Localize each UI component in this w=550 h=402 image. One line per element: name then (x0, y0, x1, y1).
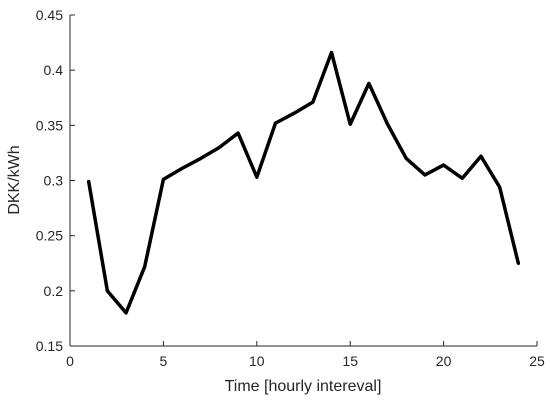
x-tick-label: 10 (249, 353, 265, 369)
x-tick-label: 20 (436, 353, 452, 369)
y-tick-label: 0.45 (36, 7, 63, 23)
axes-frame (69, 15, 537, 347)
x-tick-label: 25 (529, 353, 545, 369)
series-group (86, 50, 521, 315)
x-tick-label: 15 (342, 353, 358, 369)
y-tick-label: 0.25 (36, 228, 63, 244)
y-axis-label: DKK/kWh (6, 145, 23, 214)
y-tick-label: 0.3 (44, 173, 64, 189)
y-tick-label: 0.4 (44, 62, 64, 78)
x-tick-label: 5 (160, 353, 168, 369)
price-series-line (86, 50, 521, 315)
y-tick-label: 0.2 (44, 283, 64, 299)
y-ticks: 0.15 0.2 0.25 0.3 0.35 0.4 0.45 (36, 7, 75, 354)
x-tick-label: 0 (66, 353, 74, 369)
x-ticks: 0 5 10 15 20 25 (66, 341, 545, 369)
y-tick-label: 0.15 (36, 338, 63, 354)
y-tick-label: 0.35 (36, 117, 63, 133)
x-axis-label: Time [hourly intereval] (225, 378, 382, 395)
